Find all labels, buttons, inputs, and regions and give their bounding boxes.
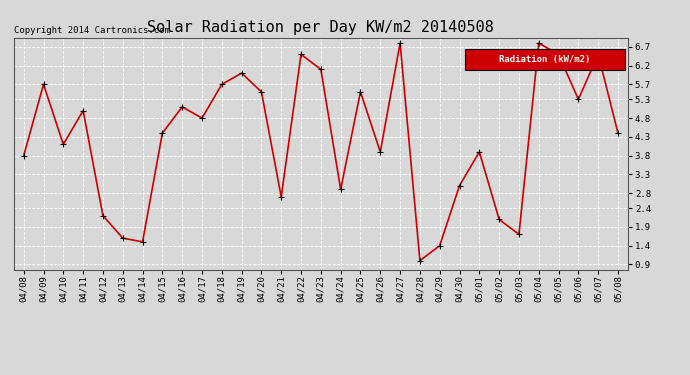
FancyBboxPatch shape xyxy=(465,49,625,70)
Text: Copyright 2014 Cartronics.com: Copyright 2014 Cartronics.com xyxy=(14,26,170,35)
Text: Radiation (kW/m2): Radiation (kW/m2) xyxy=(500,55,591,64)
Title: Solar Radiation per Day KW/m2 20140508: Solar Radiation per Day KW/m2 20140508 xyxy=(148,20,494,35)
